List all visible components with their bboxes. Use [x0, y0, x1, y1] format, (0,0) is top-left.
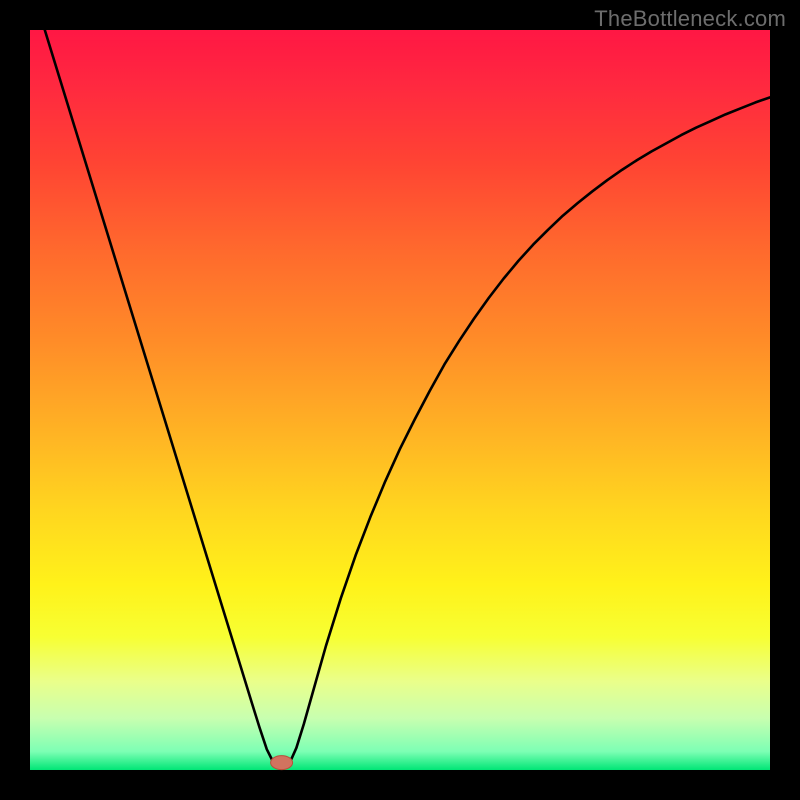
plot-gradient-background	[30, 30, 770, 770]
chart-container: TheBottleneck.com	[0, 0, 800, 800]
bottleneck-chart	[0, 0, 800, 800]
minimum-marker	[271, 756, 293, 770]
watermark-text: TheBottleneck.com	[594, 6, 786, 32]
